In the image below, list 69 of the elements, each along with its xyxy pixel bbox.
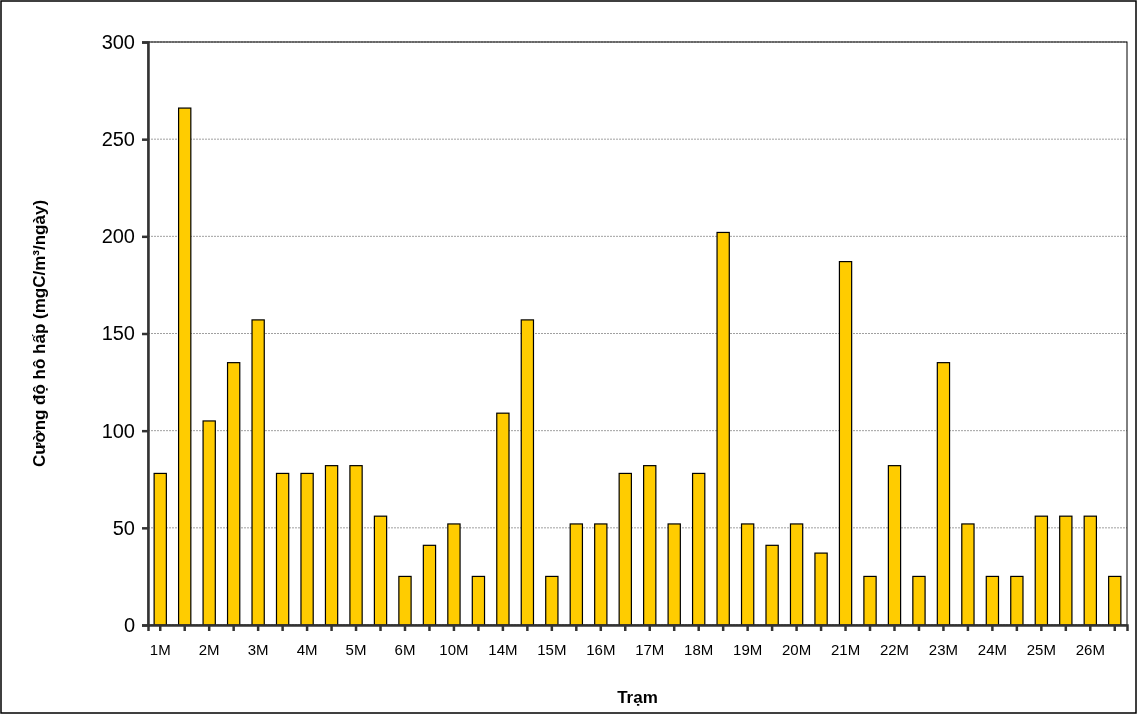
bar: [618, 472, 632, 626]
x-tick-label: 20M: [781, 641, 812, 658]
bar: [789, 523, 804, 626]
bar: [667, 523, 681, 626]
bar: [691, 472, 706, 626]
bar: [569, 523, 584, 626]
bar: [1108, 575, 1122, 626]
y-axis-title: Cường độ hô hấp (mgC/m³/ngày): [30, 199, 49, 468]
x-tick-label: 14M: [488, 641, 518, 658]
bar: [373, 515, 388, 626]
bar: [643, 465, 657, 626]
x-axis-title: Trạm: [617, 688, 658, 707]
bar: [765, 544, 779, 626]
bar: [961, 523, 975, 626]
bar: [300, 472, 314, 626]
y-tick-label: 0: [123, 613, 135, 636]
x-tick-label: 6M: [394, 641, 416, 658]
bar: [447, 523, 461, 626]
x-tick-label: 22M: [879, 641, 910, 658]
bar: [838, 261, 853, 626]
x-tick-label: 1M: [149, 641, 171, 658]
x-tick-label: 26M: [1075, 641, 1105, 658]
bar: [887, 465, 902, 626]
y-tick-label: 250: [101, 128, 135, 151]
x-tick-label: 19M: [733, 641, 763, 658]
bar: [985, 575, 1000, 626]
bar: [422, 544, 437, 626]
y-tick-label: 150: [101, 322, 135, 345]
x-tick-label: 21M: [830, 641, 861, 658]
bar: [1083, 515, 1098, 626]
x-tick-label: 15M: [537, 641, 567, 658]
bar: [740, 523, 755, 626]
bar: [594, 523, 608, 626]
bar: [471, 575, 486, 626]
bar: [153, 472, 167, 626]
bar: [1010, 575, 1024, 626]
y-tick-label: 300: [101, 30, 135, 53]
bar: [202, 420, 216, 626]
bar: [177, 107, 192, 626]
bar: [251, 319, 265, 626]
bar: [324, 465, 339, 626]
x-tick-label: 24M: [977, 641, 1007, 658]
x-tick-label: 17M: [635, 641, 665, 658]
x-tick-label: 10M: [439, 641, 469, 658]
bar: [716, 231, 730, 626]
bar: [863, 575, 877, 626]
x-tick-label: 18M: [684, 641, 714, 658]
bar: [545, 575, 559, 626]
bar: [398, 575, 412, 626]
x-tick-label: 3M: [247, 641, 269, 658]
bar: [936, 362, 951, 626]
y-tick-label: 100: [101, 419, 135, 442]
bar: [496, 412, 510, 626]
x-tick-label: 5M: [345, 641, 367, 658]
bar: [520, 319, 535, 626]
x-tick-label: 25M: [1026, 641, 1056, 658]
x-tick-label: 16M: [586, 641, 616, 658]
bar: [275, 472, 290, 626]
x-tick-label: 23M: [928, 641, 959, 658]
bar: [814, 552, 828, 626]
bar: [226, 362, 241, 626]
x-tick-label: 4M: [296, 641, 318, 658]
bar: [349, 465, 363, 626]
bar: [1059, 515, 1073, 626]
bar: [1034, 515, 1049, 626]
y-tick-label: 50: [112, 516, 135, 539]
bar: [912, 575, 926, 626]
x-tick-label: 2M: [198, 641, 220, 658]
y-tick-label: 200: [101, 225, 135, 248]
